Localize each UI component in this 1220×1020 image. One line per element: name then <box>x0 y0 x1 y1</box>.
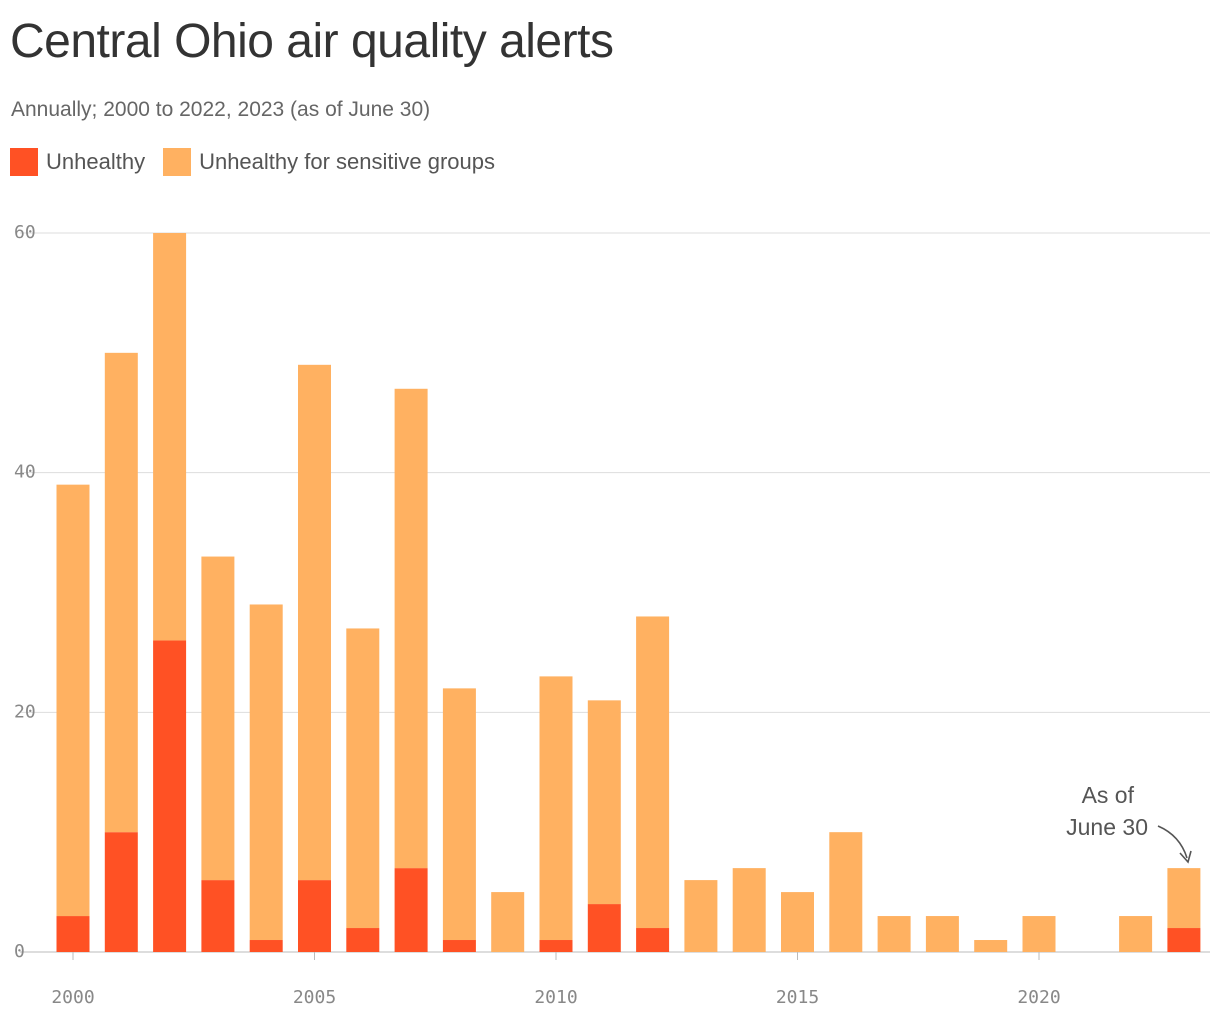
bar-unhealthy-2023 <box>1167 928 1201 952</box>
y-tick-label: 20 <box>14 701 36 722</box>
annotation-line-1: As of <box>1082 782 1135 808</box>
bar-unhealthy-2010 <box>539 940 573 952</box>
bar-sensitive-2012 <box>636 616 670 929</box>
bar-unhealthy-2004 <box>249 940 283 952</box>
x-tick-label: 2020 <box>1017 987 1060 1008</box>
bar-unhealthy-2001 <box>104 832 138 952</box>
bar-sensitive-2006 <box>346 628 380 929</box>
y-tick-label: 60 <box>14 222 36 243</box>
x-tick-label: 2000 <box>51 987 94 1008</box>
bar-sensitive-2020 <box>1022 916 1056 952</box>
bar-sensitive-2002 <box>153 233 187 641</box>
bar-sensitive-2023 <box>1167 868 1201 929</box>
bar-sensitive-2022 <box>1119 916 1153 952</box>
bar-unhealthy-2000 <box>56 916 90 952</box>
bar-unhealthy-2006 <box>346 928 380 952</box>
bar-unhealthy-2011 <box>587 904 621 952</box>
bar-unhealthy-2008 <box>442 940 476 952</box>
bar-unhealthy-2002 <box>153 640 187 952</box>
chart-title: Central Ohio air quality alerts <box>10 15 614 68</box>
bar-sensitive-2005 <box>298 364 331 881</box>
chart-subtitle: Annually; 2000 to 2022, 2023 (as of June… <box>11 98 431 121</box>
legend-swatch-sensitive-groups <box>163 148 192 176</box>
x-tick-label: 2005 <box>293 987 336 1008</box>
annotation-arrowhead <box>1179 850 1192 864</box>
bar-sensitive-2015 <box>781 892 814 952</box>
bar-sensitive-2007 <box>394 388 428 869</box>
bar-sensitive-2018 <box>925 916 959 952</box>
bar-sensitive-2004 <box>249 604 283 941</box>
legend-label-sensitive-groups: Unhealthy for sensitive groups <box>199 149 496 174</box>
y-axis-ticks: 0 20 40 60 <box>14 222 36 962</box>
legend-item-sensitive-groups: Unhealthy for sensitive groups <box>163 148 495 176</box>
x-tick-label: 2010 <box>534 987 577 1008</box>
y-tick-label: 40 <box>14 462 36 483</box>
bar-sensitive-2019 <box>974 940 1008 952</box>
annotation-line-2: June 30 <box>1066 814 1148 840</box>
bar-sensitive-2016 <box>829 832 863 952</box>
bar-sensitive-2008 <box>442 688 476 941</box>
annotation-arrow <box>1157 825 1188 859</box>
bar-sensitive-2010 <box>539 676 573 941</box>
bars <box>56 233 1201 952</box>
bar-sensitive-2000 <box>56 484 90 917</box>
y-tick-label: 0 <box>14 941 25 962</box>
bar-unhealthy-2005 <box>298 880 331 952</box>
bar-unhealthy-2012 <box>636 928 670 952</box>
annotation: As of June 30 <box>1066 782 1192 864</box>
bar-sensitive-2009 <box>491 892 525 952</box>
bar-sensitive-2014 <box>732 868 766 952</box>
bar-sensitive-2017 <box>877 916 911 952</box>
x-tick-label: 2015 <box>776 987 819 1008</box>
legend-label-unhealthy: Unhealthy <box>46 149 146 174</box>
bar-unhealthy-2003 <box>201 880 235 952</box>
bar-sensitive-2003 <box>201 556 235 881</box>
legend: Unhealthy Unhealthy for sensitive groups <box>10 148 513 176</box>
x-axis-ticks: 2000 2005 2010 2015 2020 <box>51 952 1061 1008</box>
bar-sensitive-2011 <box>587 700 621 905</box>
legend-item-unhealthy: Unhealthy <box>10 148 145 176</box>
bar-sensitive-2013 <box>684 880 718 952</box>
legend-swatch-unhealthy <box>10 148 38 176</box>
bar-unhealthy-2007 <box>394 868 428 952</box>
bar-sensitive-2001 <box>104 352 138 833</box>
